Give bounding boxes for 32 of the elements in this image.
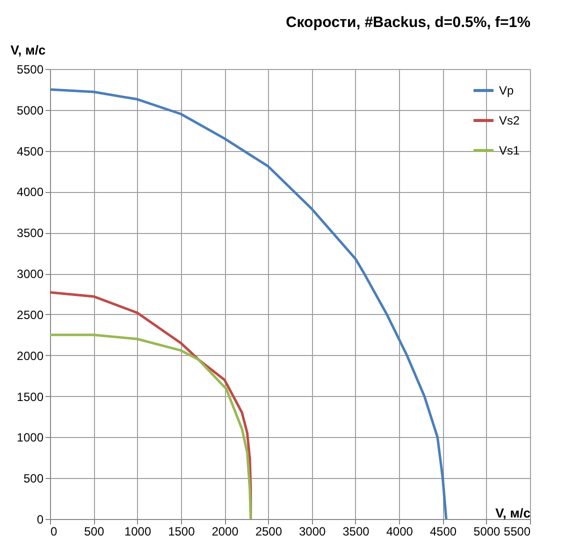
y-tick-label: 2500 — [16, 308, 44, 322]
y-tick-label: 5500 — [16, 62, 44, 76]
x-tick-label: 2500 — [255, 524, 282, 538]
x-tick-label: 1000 — [124, 524, 152, 538]
y-tick-label: 1000 — [16, 430, 44, 445]
y-axis-title: V, м/с — [10, 42, 46, 58]
y-tick-label: 4500 — [16, 144, 44, 158]
y-tick-label: 3500 — [16, 226, 44, 240]
chart-title: Скорости, #Backus, d=0.5%, f=1% — [286, 14, 530, 31]
y-tick-label: 4000 — [16, 185, 44, 200]
y-tick-label: 2000 — [16, 348, 44, 363]
x-axis-title: V, м/с — [495, 506, 530, 520]
x-tick-label: 4000 — [386, 524, 414, 538]
x-tick-label: 4500 — [430, 524, 457, 538]
x-tick-label: 5500 — [504, 524, 531, 538]
legend-label: Vs2 — [499, 114, 520, 128]
legend-label: Vs1 — [499, 144, 520, 158]
y-tick-label: 0 — [36, 512, 44, 526]
x-tick-label: 3000 — [298, 524, 326, 538]
x-tick-label: 1500 — [168, 524, 196, 538]
y-tick-label: 500 — [23, 472, 44, 486]
x-tick-label: 500 — [84, 524, 104, 538]
x-tick-label: 2000 — [212, 524, 239, 538]
legend-label: Vp — [499, 84, 514, 98]
y-tick-label: 3000 — [16, 267, 44, 282]
y-tick-label: 5000 — [16, 103, 44, 118]
y-tick-label: 1500 — [16, 390, 44, 404]
x-tick-label: 3500 — [342, 524, 370, 538]
line-series — [50, 88, 448, 519]
x-tick-label: 5000 — [474, 524, 501, 538]
x-tick-label: 0 — [50, 524, 58, 538]
line-series — [50, 334, 252, 519]
